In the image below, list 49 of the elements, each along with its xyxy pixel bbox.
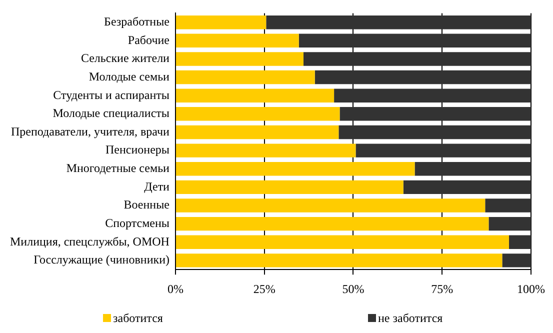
bar [356,144,531,158]
y-tick-label: Пенсионеры [106,142,170,157]
bar [266,15,531,30]
bar [176,198,486,212]
bar [338,125,531,140]
bar [176,216,489,231]
y-tick-label: Безработные [104,14,170,29]
y-tick-label: Многодетные семьи [66,161,170,176]
y-tick-label: Военные [124,198,170,212]
bar [314,70,531,84]
bar [176,235,509,249]
bar [502,254,531,268]
x-tick-label: 50% [342,282,364,296]
bar [334,88,531,102]
bar [176,70,315,84]
bar [414,162,531,176]
bar [176,34,299,48]
x-tick-label: 25% [253,282,276,296]
y-tick-label: Молодые специалисты [52,106,170,120]
x-tick-label: 0% [167,282,184,296]
bar [508,235,531,249]
y-tick-label: Студенты и аспиранты [53,88,170,102]
x-tick-label: 75% [431,282,454,296]
y-tick-label: Молодые семьи [88,69,170,84]
bar [176,88,334,102]
y-tick-label: Госслужащие (чиновники) [34,252,170,267]
bar [176,125,339,140]
y-tick-label: Дети [144,179,170,194]
bar [176,254,502,268]
bar [340,107,531,121]
bar [176,180,404,194]
legend-label: не заботится [377,311,443,326]
bar [488,216,531,231]
bar [176,107,340,121]
bar [176,144,356,158]
bar [403,180,531,194]
bar [485,198,531,212]
legend-label: заботится [112,311,163,326]
y-tick-label: Милиция, спецслужбы, ОМОН [10,234,170,248]
x-tick-label: 100% [517,282,545,296]
bar [176,52,304,66]
bar [303,52,531,66]
y-tick-label: Сельские жители [80,51,170,66]
bar [176,15,266,30]
bar [298,34,531,48]
y-tick-label: Спортсмены [105,216,170,230]
y-tick-label: Преподаватели, учителя, врачи [10,124,170,138]
bar [176,162,415,176]
y-tick-label: Рабочие [128,32,170,47]
